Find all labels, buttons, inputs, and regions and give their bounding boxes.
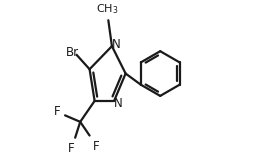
Text: Br: Br: [66, 46, 79, 59]
Text: N: N: [112, 38, 121, 51]
Text: F: F: [93, 140, 100, 153]
Text: N: N: [114, 97, 123, 110]
Text: CH$_3$: CH$_3$: [96, 2, 119, 16]
Text: F: F: [54, 105, 61, 118]
Text: F: F: [68, 142, 75, 155]
